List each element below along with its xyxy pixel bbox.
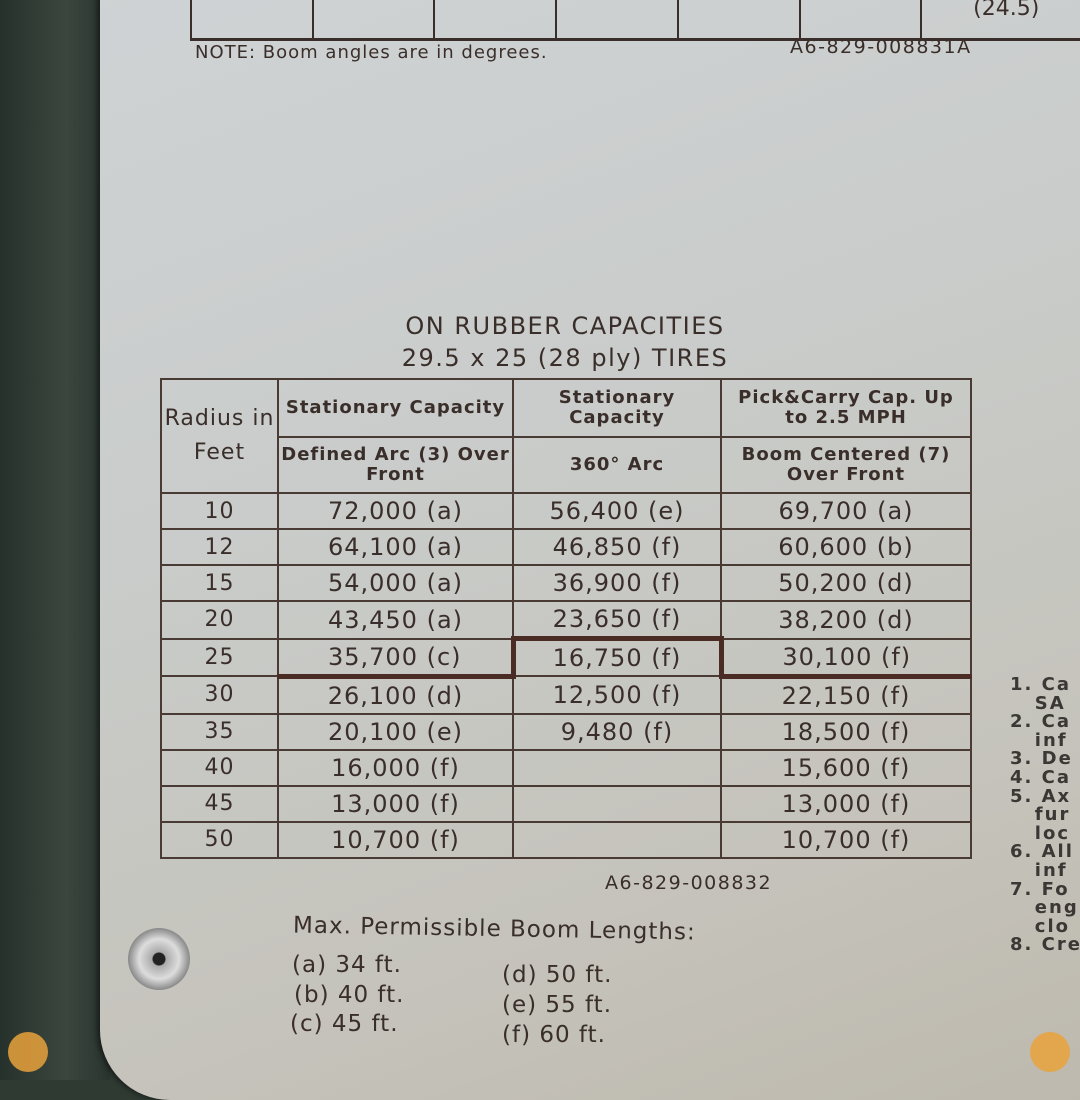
green-frame xyxy=(0,0,110,1080)
radius-cell: 25 xyxy=(160,637,279,677)
header-stationary-defined: Stationary Capacity xyxy=(277,378,514,438)
subheader-360-arc: 360° Arc xyxy=(512,436,722,494)
defined-arc-cell: 13,000 (f) xyxy=(277,784,514,823)
side-notes-cropped: 1. Ca SA 2. Ca inf 3. De 4. Ca 5. Ax fur… xyxy=(1010,674,1080,956)
pick-carry-cell: 18,500 (f) xyxy=(720,712,972,751)
header-stationary-360: Stationary Capacity xyxy=(512,378,722,438)
boom-length-c: (c) 45 ft. xyxy=(290,1011,399,1037)
defined-arc-cell: 64,100 (a) xyxy=(277,528,514,566)
arc360-cell: 56,400 (e) xyxy=(512,492,722,530)
radius-cell: 20 xyxy=(160,600,279,640)
table-row: 12 64,100 (a) 46,850 (f) 60,600 (b) xyxy=(160,528,972,566)
arc360-cell: 16,750 (f) xyxy=(510,636,724,677)
table-row: 45 13,000 (f) 13,000 (f) xyxy=(160,784,972,823)
arc360-cell xyxy=(512,748,722,787)
radius-cell: 50 xyxy=(160,820,279,859)
header-radius: Radius in Feet xyxy=(160,378,279,494)
pick-carry-cell: 30,100 (f) xyxy=(720,637,972,679)
radius-cell: 35 xyxy=(160,712,279,751)
table-row: 10 72,000 (a) 56,400 (e) 69,700 (a) xyxy=(160,492,972,530)
arc360-cell xyxy=(512,820,722,859)
partial-cell: (24.5) xyxy=(920,0,1080,38)
radius-cell: 12 xyxy=(160,528,279,566)
table-row: 30 26,100 (d) 12,500 (f) 22,150 (f) xyxy=(160,675,972,715)
table-row: 20 43,450 (a) 23,650 (f) 38,200 (d) xyxy=(160,600,972,640)
radius-cell: 30 xyxy=(160,675,279,715)
pick-carry-cell: 69,700 (a) xyxy=(720,492,972,530)
table-row: 35 20,100 (e) 9,480 (f) 18,500 (f) xyxy=(160,712,972,751)
pick-carry-cell: 38,200 (d) xyxy=(720,600,972,640)
chart-title: ON RUBBER CAPACITIES xyxy=(405,312,725,340)
boom-length-d: (d) 50 ft. xyxy=(502,962,613,988)
table-row: 25 35,700 (c) 16,750 (f) 30,100 (f) xyxy=(160,636,972,679)
arc360-cell: 12,500 (f) xyxy=(512,675,722,715)
upper-table-fragment: (24.5) xyxy=(190,0,1080,41)
table-row: 40 16,000 (f) 15,600 (f) xyxy=(160,748,972,787)
arc360-cell: 23,650 (f) xyxy=(512,600,722,640)
capacity-table: Radius in Feet Stationary Capacity Stati… xyxy=(160,378,972,859)
radius-cell: 45 xyxy=(160,784,279,823)
boom-angle-note: NOTE: Boom angles are in degrees. xyxy=(195,42,548,63)
pick-carry-cell: 22,150 (f) xyxy=(720,675,972,715)
chart-subtitle: 29.5 x 25 (28 ply) TIRES xyxy=(401,344,729,372)
boom-length-b: (b) 40 ft. xyxy=(294,982,405,1008)
defined-arc-cell: 43,450 (a) xyxy=(277,600,514,640)
pick-carry-cell: 15,600 (f) xyxy=(720,748,972,787)
watermark-logo-left xyxy=(8,1032,48,1072)
header-pick-carry: Pick&Carry Cap. Up to 2.5 MPH xyxy=(720,378,972,438)
arc360-cell: 36,900 (f) xyxy=(512,564,722,602)
pick-carry-cell: 13,000 (f) xyxy=(720,784,972,823)
arc360-cell: 46,850 (f) xyxy=(512,528,722,566)
table-row: 50 10,700 (f) 10,700 (f) xyxy=(160,820,972,859)
defined-arc-cell: 72,000 (a) xyxy=(277,492,514,530)
pick-carry-cell: 60,600 (b) xyxy=(720,528,972,566)
rivet-bolt xyxy=(128,928,190,990)
radius-cell: 15 xyxy=(160,564,279,602)
defined-arc-cell: 16,000 (f) xyxy=(277,748,514,787)
watermark-logo-right xyxy=(1030,1032,1070,1072)
table-row: 15 54,000 (a) 36,900 (f) 50,200 (d) xyxy=(160,564,972,602)
defined-arc-cell: 10,700 (f) xyxy=(277,820,514,859)
boom-length-a: (a) 34 ft. xyxy=(292,952,402,978)
radius-cell: 40 xyxy=(160,748,279,787)
subheader-defined-arc: Defined Arc (3) Over Front xyxy=(277,436,514,494)
upper-chart-code: A6-829-008831A xyxy=(790,36,972,58)
pick-carry-cell: 10,700 (f) xyxy=(720,820,972,859)
arc360-cell xyxy=(512,784,722,823)
boom-length-e: (e) 55 ft. xyxy=(502,992,613,1018)
defined-arc-cell: 35,700 (c) xyxy=(277,637,514,679)
defined-arc-cell: 54,000 (a) xyxy=(277,564,514,602)
subheader-boom-centered: Boom Centered (7) Over Front xyxy=(720,436,972,494)
defined-arc-cell: 26,100 (d) xyxy=(277,675,514,715)
pick-carry-cell: 50,200 (d) xyxy=(720,564,972,602)
chart-code: A6-829-008832 xyxy=(605,872,773,894)
arc360-cell: 9,480 (f) xyxy=(512,712,722,751)
defined-arc-cell: 20,100 (e) xyxy=(277,712,514,751)
radius-cell: 10 xyxy=(160,492,279,530)
boom-length-f: (f) 60 ft. xyxy=(502,1022,606,1048)
